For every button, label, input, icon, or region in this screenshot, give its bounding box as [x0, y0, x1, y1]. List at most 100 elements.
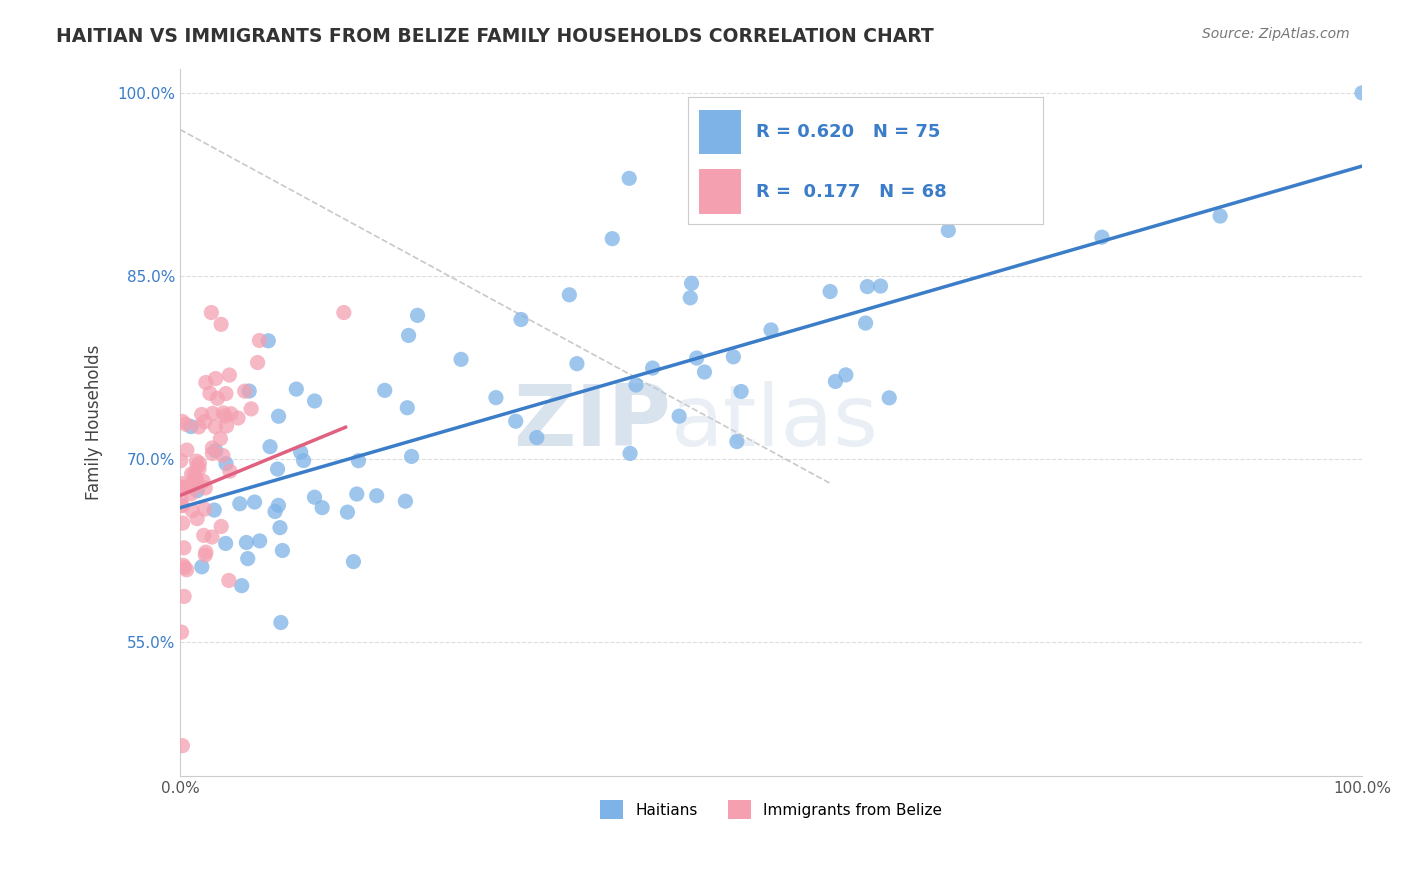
Immigrants from Belize	[186, 511, 208, 525]
Haitians	[266, 462, 288, 476]
Haitians	[869, 279, 891, 293]
Haitians	[641, 361, 664, 376]
Immigrants from Belize	[194, 481, 217, 495]
Haitians	[264, 504, 287, 518]
Haitians	[249, 533, 271, 548]
Immigrants from Belize	[218, 368, 240, 382]
Immigrants from Belize	[190, 408, 212, 422]
Haitians	[818, 285, 841, 299]
Immigrants from Belize	[218, 574, 240, 588]
Immigrants from Belize	[249, 334, 271, 348]
Immigrants from Belize	[193, 502, 215, 516]
Haitians	[565, 357, 588, 371]
Immigrants from Belize	[240, 401, 263, 416]
Haitians	[235, 535, 257, 549]
Immigrants from Belize	[172, 476, 194, 491]
Haitians	[901, 135, 924, 149]
Immigrants from Belize	[194, 548, 217, 562]
Haitians	[271, 543, 294, 558]
Haitians	[257, 334, 280, 348]
Immigrants from Belize	[209, 519, 232, 533]
Immigrants from Belize	[191, 475, 214, 489]
Haitians	[215, 457, 238, 471]
Haitians	[855, 316, 877, 330]
Haitians	[600, 232, 623, 246]
Immigrants from Belize	[173, 560, 195, 574]
Haitians	[267, 409, 290, 424]
Haitians	[398, 328, 420, 343]
Immigrants from Belize	[201, 406, 224, 420]
Haitians	[1091, 230, 1114, 244]
Haitians	[186, 483, 208, 498]
Immigrants from Belize	[194, 376, 217, 390]
Immigrants from Belize	[181, 503, 204, 517]
Immigrants from Belize	[233, 384, 256, 399]
Immigrants from Belize	[188, 462, 211, 476]
Haitians	[267, 499, 290, 513]
Haitians	[304, 394, 326, 409]
Text: atlas: atlas	[671, 381, 879, 464]
Immigrants from Belize	[212, 406, 235, 420]
Text: ZIP: ZIP	[513, 381, 671, 464]
Immigrants from Belize	[186, 472, 208, 486]
Haitians	[215, 536, 238, 550]
Haitians	[374, 384, 396, 398]
Haitians	[759, 323, 782, 337]
Text: HAITIAN VS IMMIGRANTS FROM BELIZE FAMILY HOUSEHOLDS CORRELATION CHART: HAITIAN VS IMMIGRANTS FROM BELIZE FAMILY…	[56, 27, 934, 45]
Haitians	[292, 453, 315, 467]
Immigrants from Belize	[201, 446, 224, 460]
Immigrants from Belize	[204, 371, 226, 385]
Immigrants from Belize	[173, 590, 195, 604]
Haitians	[725, 434, 748, 449]
Immigrants from Belize	[204, 419, 226, 434]
Immigrants from Belize	[186, 454, 208, 468]
Haitians	[619, 446, 641, 460]
Haitians	[394, 494, 416, 508]
Immigrants from Belize	[188, 456, 211, 470]
Immigrants from Belize	[200, 305, 222, 319]
Haitians	[366, 489, 388, 503]
Haitians	[997, 203, 1019, 218]
Immigrants from Belize	[215, 419, 238, 434]
Haitians	[236, 551, 259, 566]
Haitians	[450, 352, 472, 367]
Immigrants from Belize	[169, 453, 191, 467]
Haitians	[347, 453, 370, 467]
Haitians	[824, 375, 846, 389]
Immigrants from Belize	[172, 516, 194, 530]
Immigrants from Belize	[219, 407, 242, 421]
Haitians	[290, 445, 312, 459]
Haitians	[270, 615, 292, 630]
Haitians	[204, 443, 226, 458]
Immigrants from Belize	[194, 415, 217, 429]
Haitians	[558, 287, 581, 301]
Immigrants from Belize	[207, 392, 229, 406]
Haitians	[243, 495, 266, 509]
Immigrants from Belize	[180, 487, 202, 501]
Immigrants from Belize	[194, 545, 217, 559]
Immigrants from Belize	[246, 355, 269, 369]
Haitians	[238, 384, 260, 398]
Haitians	[304, 490, 326, 504]
Haitians	[191, 559, 214, 574]
Haitians	[485, 391, 508, 405]
Haitians	[505, 414, 527, 428]
Immigrants from Belize	[173, 541, 195, 555]
Immigrants from Belize	[209, 318, 232, 332]
Haitians	[1351, 86, 1374, 100]
Haitians	[1209, 209, 1232, 223]
Immigrants from Belize	[215, 386, 238, 401]
Haitians	[835, 368, 858, 382]
Haitians	[342, 555, 364, 569]
Haitians	[668, 409, 690, 424]
Haitians	[401, 450, 423, 464]
Immigrants from Belize	[172, 499, 194, 513]
Haitians	[229, 497, 252, 511]
Haitians	[269, 521, 291, 535]
Immigrants from Belize	[226, 411, 249, 425]
Immigrants from Belize	[212, 449, 235, 463]
Immigrants from Belize	[179, 480, 201, 494]
Haitians	[346, 487, 368, 501]
Immigrants from Belize	[172, 558, 194, 573]
Haitians	[856, 279, 879, 293]
